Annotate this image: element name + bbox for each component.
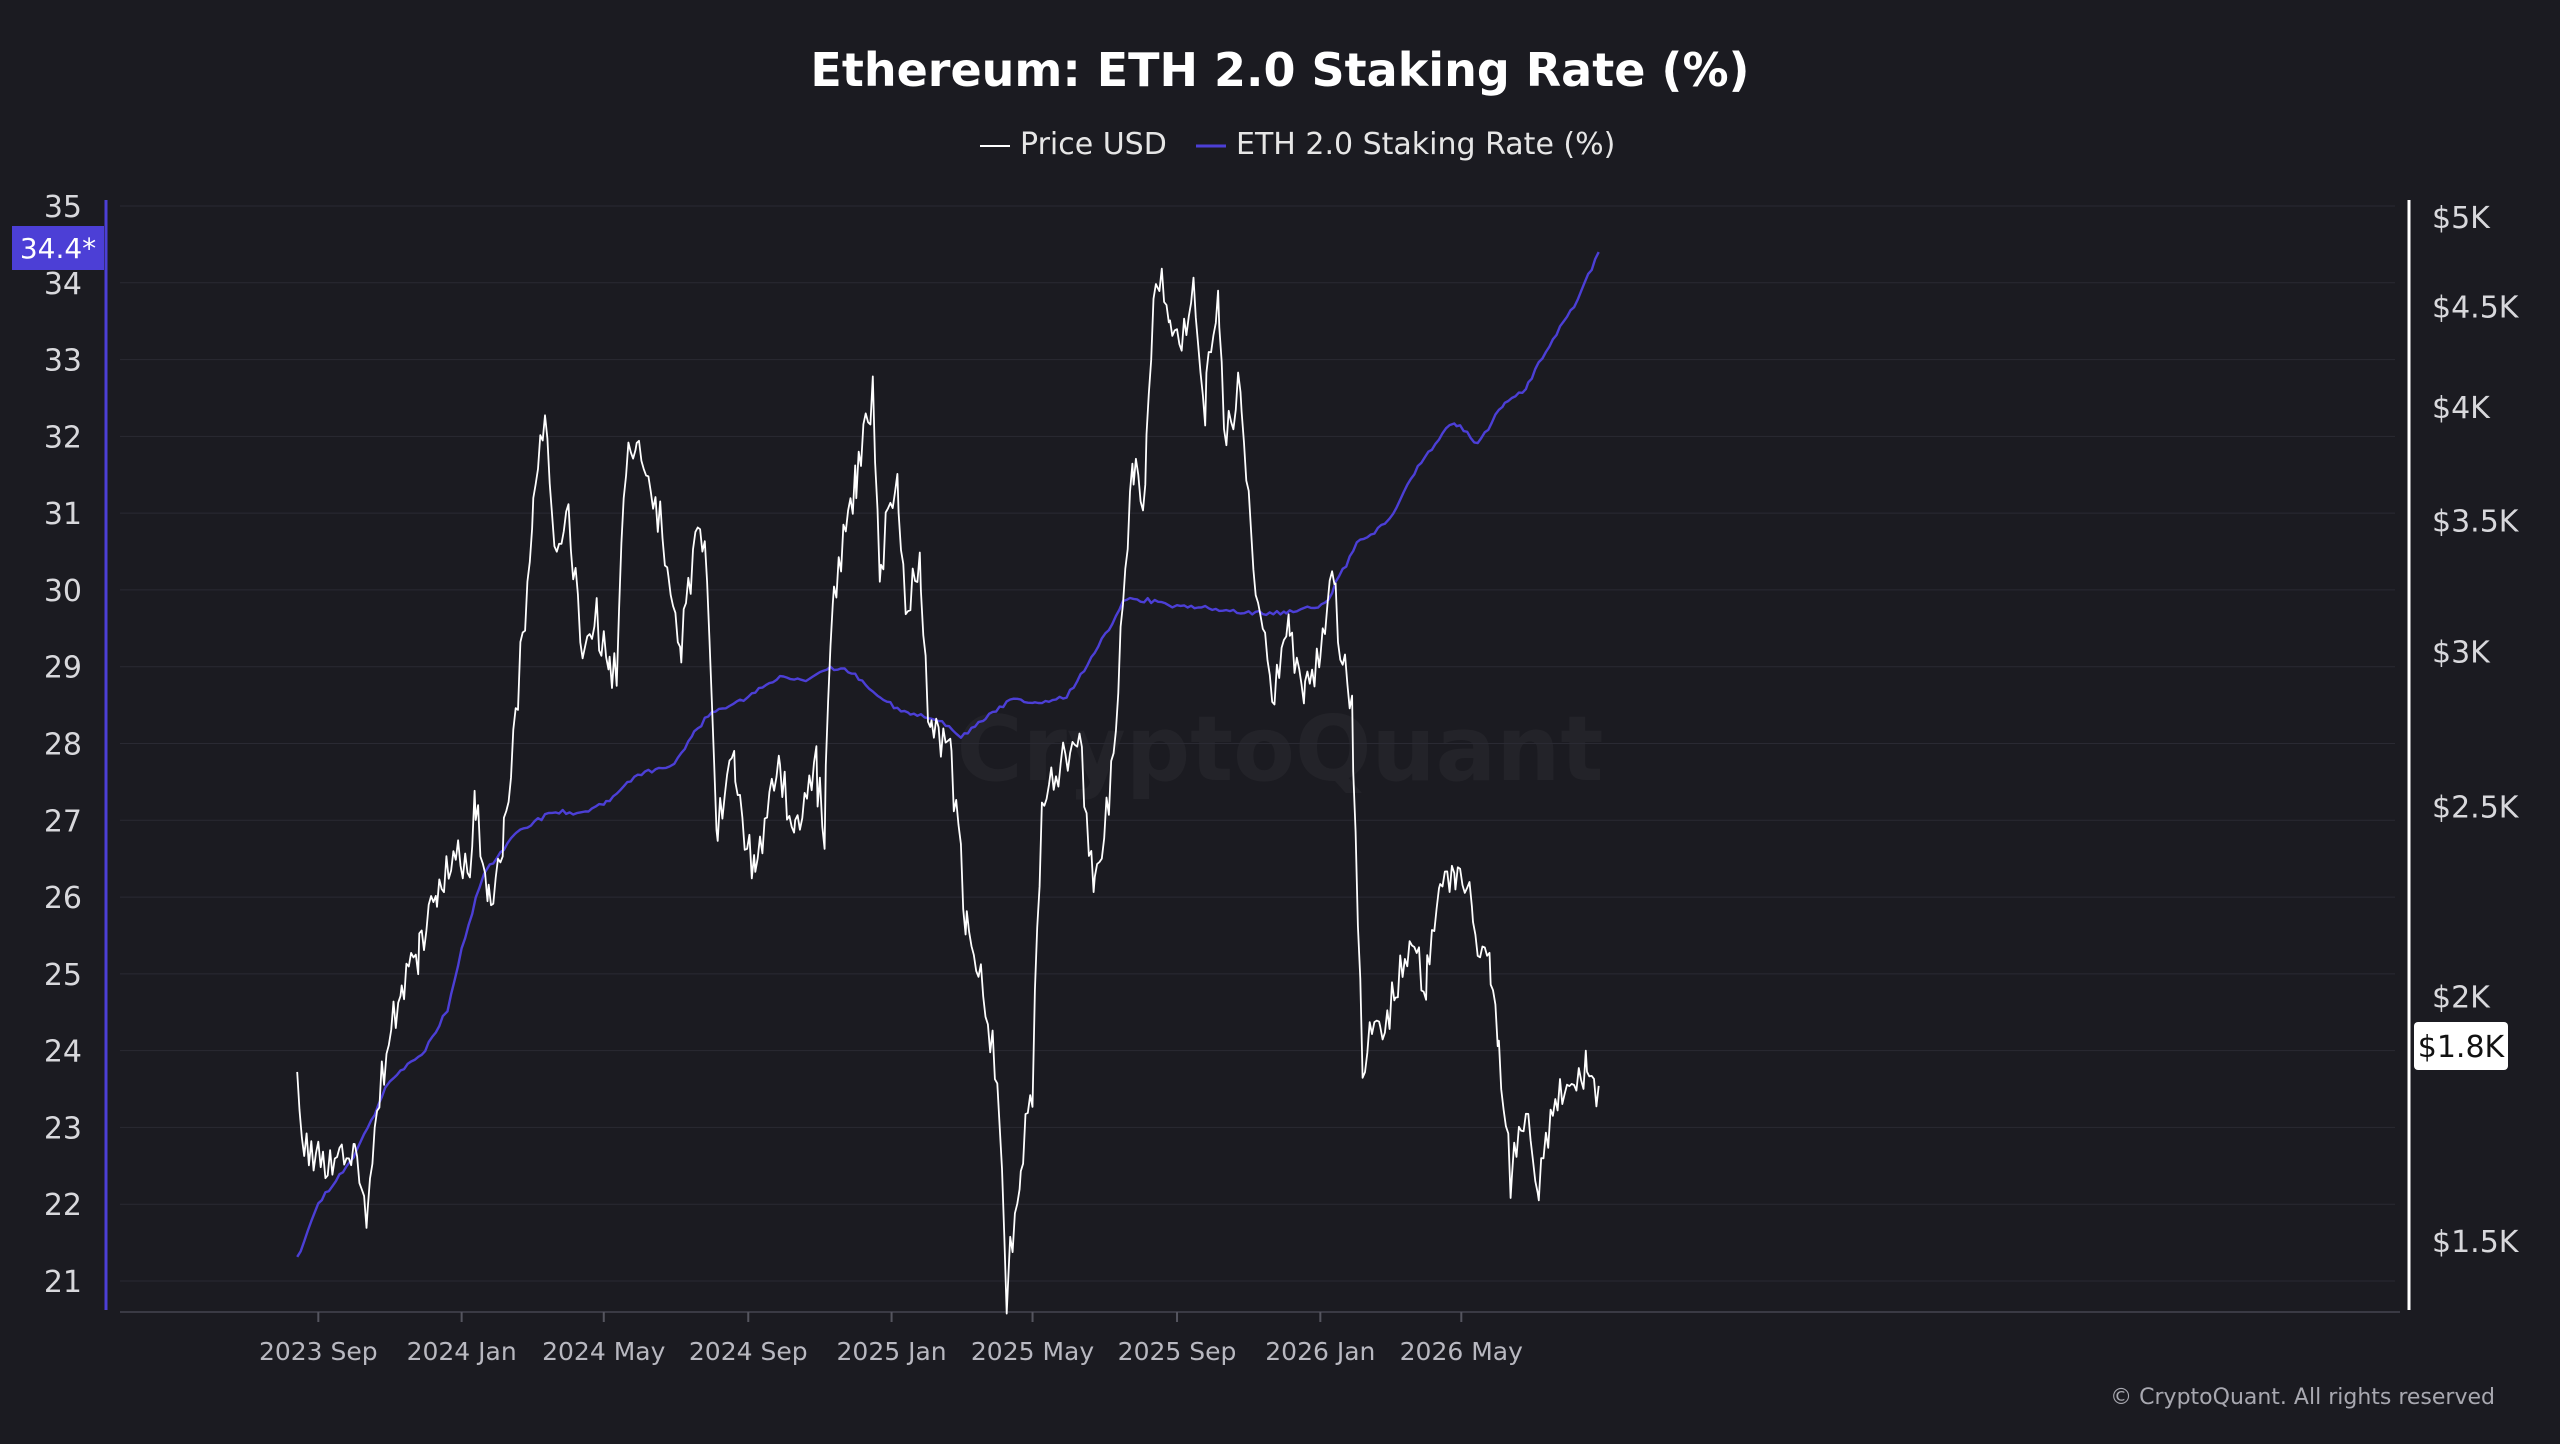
grid	[120, 205, 2395, 1282]
y-right-tick-4K: $4K	[2432, 391, 2491, 426]
y-left-tick-29: 29	[44, 651, 82, 686]
x-tick-label-7: 2026 Jan	[1265, 1337, 1375, 1366]
y-left-tick-31: 31	[44, 497, 82, 532]
copyright-notice: © CryptoQuant. All rights reserved	[2110, 1385, 2495, 1410]
right-current-badge[interactable]: $1.8K	[2414, 1022, 2508, 1070]
series-layer	[296, 251, 1600, 1315]
y-right-tick-2K: $2K	[2432, 980, 2491, 1015]
y-right-tick-4.5K: $4.5K	[2432, 291, 2520, 326]
y-left-tick-24: 24	[44, 1035, 82, 1070]
x-ticks: 2023 Sep 2024 Jan 2024 May 2024 Sep 2025 Jan…	[259, 1312, 1523, 1366]
x-tick-label-0: 2023 Sep	[259, 1337, 378, 1366]
y-left-tick-23: 23	[44, 1111, 82, 1146]
right-current-badge-label: $1.8K	[2418, 1030, 2506, 1065]
y-right-tick-1.5K: $1.5K	[2432, 1225, 2520, 1260]
legend-label-staking[interactable]: ETH 2.0 Staking Rate (%)	[1236, 127, 1615, 162]
staking-rate-line[interactable]	[296, 251, 1600, 1258]
y-left-tick-34: 34	[44, 267, 82, 302]
x-tick-label-3: 2024 Sep	[689, 1337, 808, 1366]
y-right-tick-3.5K: $3.5K	[2432, 504, 2520, 539]
left-current-badge-label: 34.4*	[20, 232, 96, 265]
x-tick-label-4: 2025 Jan	[837, 1337, 947, 1366]
y-right-tick-3K: $3K	[2432, 635, 2491, 670]
y-left-tick-28: 28	[44, 728, 82, 763]
y-left-tick-27: 27	[44, 804, 82, 839]
y-left-tick-32: 32	[44, 420, 82, 455]
right-current-badge-bg	[2414, 1022, 2508, 1070]
left-current-badge-bg	[12, 226, 104, 270]
y-left-tick-22: 22	[44, 1188, 82, 1223]
y-left-tick-30: 30	[44, 574, 82, 609]
y-left-tick-33: 33	[44, 344, 82, 379]
x-tick-label-8: 2026 May	[1400, 1337, 1523, 1366]
y-right-ticks: $5K $4.5K $4K $3.5K $3K $2.5K $2K $1.5K	[2432, 201, 2520, 1260]
y-right-tick-5K: $5K	[2432, 201, 2491, 236]
y-left-ticks: 35 34 33 32 31 30 29 28 27 26 25 24 23 22 21	[44, 190, 82, 1300]
y-left-tick-35: 35	[44, 190, 82, 225]
price-usd-line[interactable]	[296, 267, 1600, 1315]
legend: Price USD ETH 2.0 Staking Rate (%)	[980, 127, 1615, 162]
x-tick-label-1: 2024 Jan	[407, 1337, 517, 1366]
y-left-tick-25: 25	[44, 958, 82, 993]
chart-title: Ethereum: ETH 2.0 Staking Rate (%)	[810, 43, 1749, 97]
y-right-tick-2.5K: $2.5K	[2432, 791, 2520, 826]
x-tick-label-2: 2024 May	[542, 1337, 665, 1366]
left-current-badge[interactable]: 34.4*	[12, 226, 104, 270]
legend-label-price[interactable]: Price USD	[1020, 127, 1167, 162]
x-tick-label-6: 2025 Sep	[1118, 1337, 1237, 1366]
y-left-tick-26: 26	[44, 881, 82, 916]
y-left-tick-21: 21	[44, 1265, 82, 1300]
x-tick-label-5: 2025 May	[971, 1337, 1094, 1366]
